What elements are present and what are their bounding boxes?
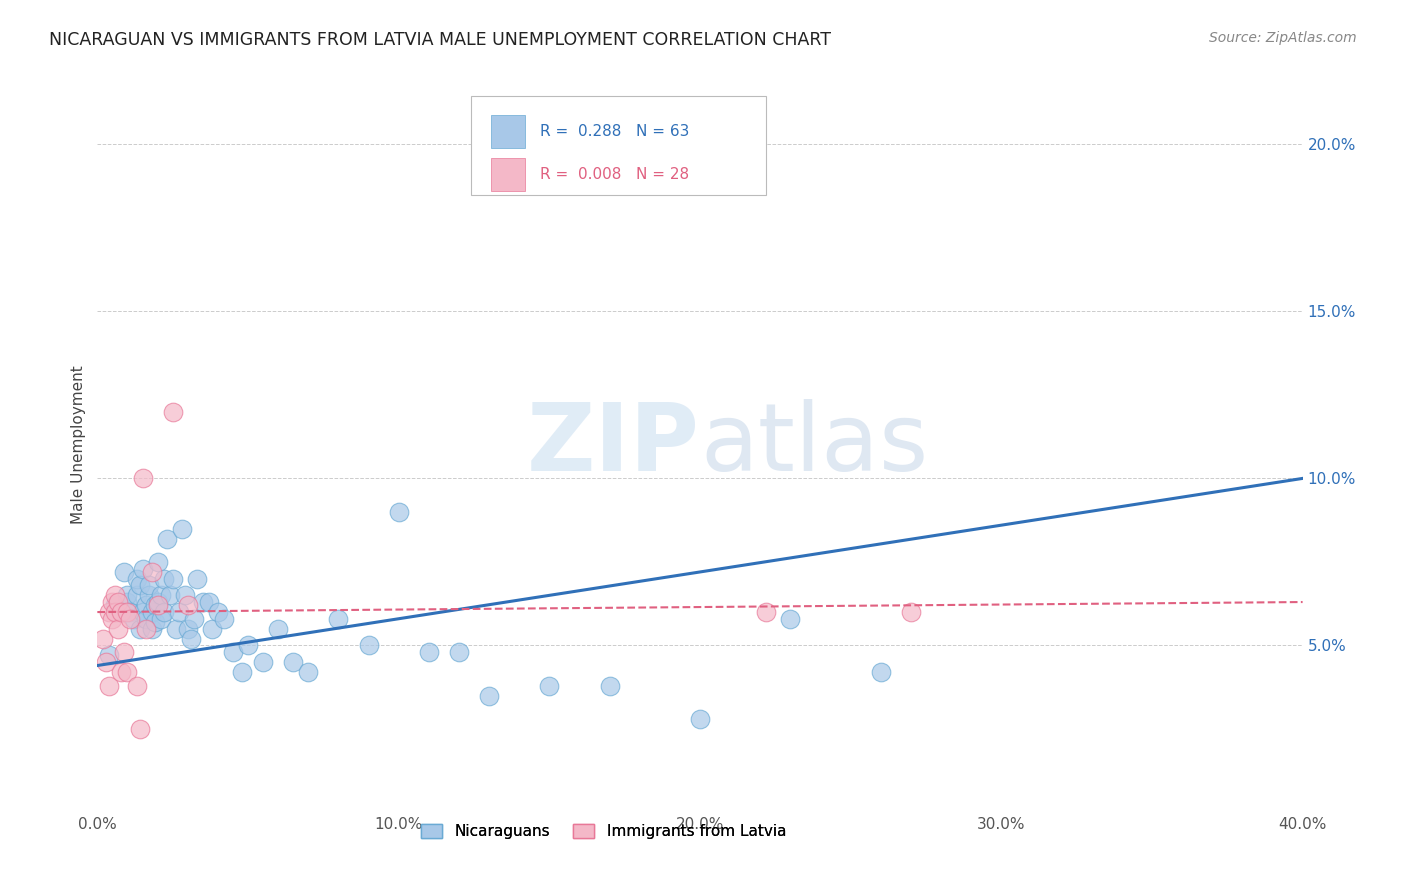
Point <box>252 655 274 669</box>
Y-axis label: Male Unemployment: Male Unemployment <box>72 366 86 524</box>
Point <box>180 632 202 646</box>
Point <box>236 639 259 653</box>
Point <box>149 588 172 602</box>
Point <box>447 645 470 659</box>
Point <box>328 612 350 626</box>
Point <box>101 612 124 626</box>
Text: ZIP: ZIP <box>527 399 700 491</box>
Point <box>93 632 115 646</box>
Point <box>114 565 136 579</box>
Point <box>478 689 501 703</box>
Point <box>191 595 214 609</box>
Point <box>117 588 139 602</box>
Point <box>98 648 121 663</box>
Point <box>131 605 153 619</box>
Point <box>538 679 561 693</box>
Point <box>135 599 157 613</box>
Point <box>104 605 127 619</box>
Point <box>128 722 150 736</box>
Point <box>212 612 235 626</box>
Bar <box>492 115 526 148</box>
Point <box>141 622 163 636</box>
Point <box>162 572 184 586</box>
FancyBboxPatch shape <box>471 95 766 195</box>
Point <box>110 665 132 680</box>
Point <box>128 578 150 592</box>
Point <box>186 572 208 586</box>
Point <box>146 599 169 613</box>
Point <box>779 612 801 626</box>
Bar <box>492 158 526 192</box>
Point <box>138 588 160 602</box>
Point <box>120 605 142 619</box>
Point <box>141 605 163 619</box>
Text: NICARAGUAN VS IMMIGRANTS FROM LATVIA MALE UNEMPLOYMENT CORRELATION CHART: NICARAGUAN VS IMMIGRANTS FROM LATVIA MAL… <box>49 31 831 49</box>
Point <box>135 612 157 626</box>
Point <box>96 655 118 669</box>
Point <box>900 605 922 619</box>
Point <box>141 565 163 579</box>
Point <box>146 595 169 609</box>
Point <box>128 622 150 636</box>
Point <box>104 588 127 602</box>
Point <box>297 665 319 680</box>
Point <box>149 612 172 626</box>
Point <box>177 622 200 636</box>
Point <box>101 595 124 609</box>
Point <box>125 572 148 586</box>
Text: atlas: atlas <box>700 399 928 491</box>
Point <box>117 605 139 619</box>
Point <box>131 471 153 485</box>
Point <box>125 588 148 602</box>
Legend: Nicaraguans, Immigrants from Latvia: Nicaraguans, Immigrants from Latvia <box>415 818 793 846</box>
Point <box>143 599 166 613</box>
Point <box>135 622 157 636</box>
Point <box>117 665 139 680</box>
Point <box>177 599 200 613</box>
Point <box>152 572 174 586</box>
Point <box>120 612 142 626</box>
Point <box>107 595 129 609</box>
Point <box>110 605 132 619</box>
Point <box>167 605 190 619</box>
Point <box>107 622 129 636</box>
Point <box>418 645 440 659</box>
Text: R =  0.288   N = 63: R = 0.288 N = 63 <box>540 124 689 139</box>
Point <box>125 679 148 693</box>
Point <box>156 532 179 546</box>
Text: R =  0.008   N = 28: R = 0.008 N = 28 <box>540 168 689 182</box>
Point <box>117 595 139 609</box>
Point <box>122 612 145 626</box>
Point <box>110 605 132 619</box>
Point <box>231 665 253 680</box>
Point <box>143 615 166 629</box>
Point <box>207 605 229 619</box>
Point <box>222 645 245 659</box>
Point <box>201 622 224 636</box>
Point <box>388 505 411 519</box>
Point <box>599 679 621 693</box>
Point <box>267 622 290 636</box>
Point <box>357 639 380 653</box>
Point <box>162 404 184 418</box>
Point <box>170 522 193 536</box>
Point <box>114 645 136 659</box>
Point <box>283 655 305 669</box>
Point <box>138 578 160 592</box>
Point <box>198 595 221 609</box>
Point <box>98 605 121 619</box>
Point <box>131 561 153 575</box>
Point <box>689 712 711 726</box>
Point <box>755 605 778 619</box>
Point <box>869 665 891 680</box>
Point <box>98 679 121 693</box>
Point <box>152 605 174 619</box>
Text: Source: ZipAtlas.com: Source: ZipAtlas.com <box>1209 31 1357 45</box>
Point <box>104 599 127 613</box>
Point <box>146 555 169 569</box>
Point <box>173 588 195 602</box>
Point <box>159 588 181 602</box>
Point <box>165 622 187 636</box>
Point <box>183 612 205 626</box>
